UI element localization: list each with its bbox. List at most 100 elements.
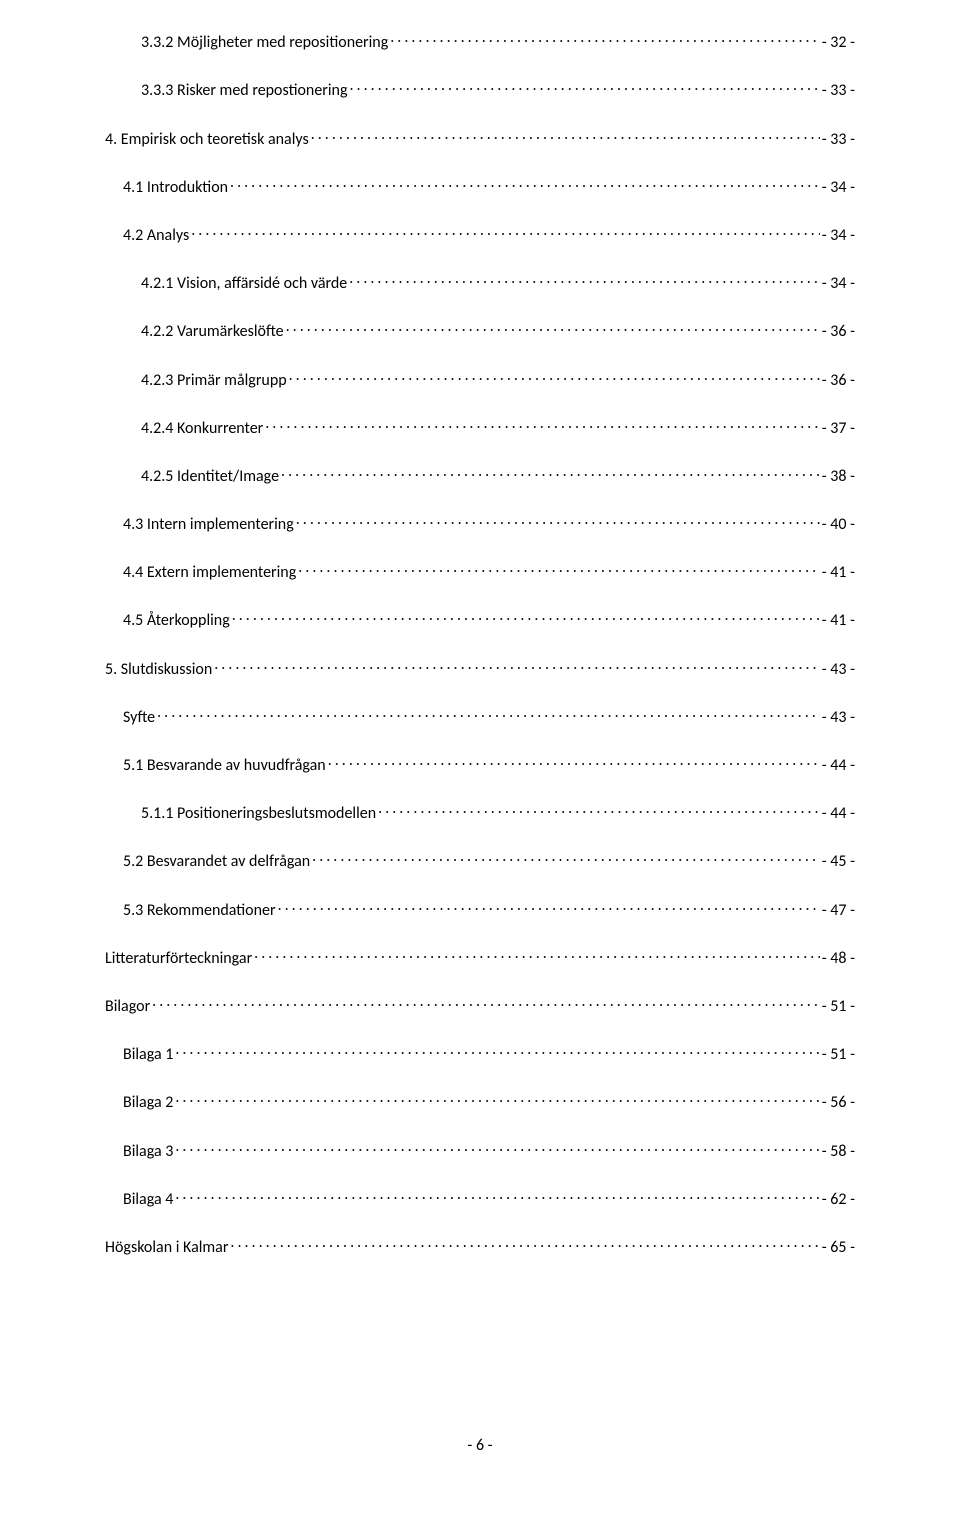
toc-dot-leader [298,558,820,577]
toc-entry-page: - 58 - [822,1142,855,1161]
toc-entry-label: Bilaga 2 [123,1093,173,1112]
toc-entry-page: - 44 - [822,804,855,823]
toc-entry: 5. Slutdiskussion - 43 - [105,654,855,678]
toc-entry: 4. Empirisk och teoretisk analys - 33 - [105,124,855,148]
toc-dot-leader [214,654,820,673]
toc-entry-label: 4.2.1 Vision, affärsidé och värde [141,274,347,293]
toc-dot-leader [254,944,820,963]
toc-entry-label: 4.2.4 Konkurrenter [141,419,263,438]
toc-entry-page: - 41 - [822,611,855,630]
toc-entry-label: 3.3.2 Möjligheter med repositionering [141,33,388,52]
toc-entry: Bilaga 3 - 58 - [105,1136,855,1160]
toc-entry-label: 5.1.1 Positioneringsbeslutsmodellen [141,804,376,823]
toc-dot-leader [175,1040,819,1059]
toc-entry-label: Bilaga 4 [123,1190,173,1209]
toc-dot-leader [278,895,820,914]
toc-entry-label: Bilagor [105,997,150,1016]
toc-entry-page: - 34 - [822,178,855,197]
toc-entry: Syfte- 43 - [105,703,855,727]
toc-dot-leader [378,799,820,818]
toc-entry-page: - 36 - [822,322,855,341]
toc-entry: 3.3.2 Möjligheter med repositionering - 3… [105,28,855,52]
toc-entry-page: - 65 - [822,1238,855,1257]
toc-dot-leader [175,1088,819,1107]
toc-dot-leader [175,1136,819,1155]
toc-entry-page: - 37 - [822,419,855,438]
toc-entry-label: 4.3 Intern implementering [123,515,294,534]
toc-entry-page: - 34 - [822,274,855,293]
toc-entry: 5.1.1 Positioneringsbeslutsmodellen - 44 … [105,799,855,823]
toc-entry-page: - 51 - [822,1045,855,1064]
toc-entry-label: Bilaga 1 [123,1045,173,1064]
toc-entry-label: 4. Empirisk och teoretisk analys [105,130,309,149]
table-of-contents: 3.3.2 Möjligheter med repositionering - 3… [105,28,855,1257]
toc-dot-leader [152,992,820,1011]
page-number-footer: - 6 - [0,1436,960,1455]
toc-entry-page: - 33 - [822,81,855,100]
toc-entry: Bilaga 4 - 62 - [105,1185,855,1209]
toc-entry-page: - 43 - [822,660,855,679]
toc-dot-leader [281,462,820,481]
toc-entry-page: - 51 - [822,997,855,1016]
toc-entry: 4.2.2 Varumärkeslöfte- 36 - [105,317,855,341]
toc-entry: 4.2.4 Konkurrenter - 37 - [105,414,855,438]
toc-entry: 5.1 Besvarande av huvudfrågan - 44 - [105,751,855,775]
toc-dot-leader [230,173,820,192]
toc-entry: Bilaga 1 - 51 - [105,1040,855,1064]
toc-dot-leader [286,317,820,336]
toc-entry-label: Högskolan i Kalmar [105,1238,228,1257]
toc-entry-page: - 44 - [822,756,855,775]
toc-dot-leader [265,414,819,433]
toc-entry: 4.4 Extern implementering - 41 - [105,558,855,582]
toc-entry-page: - 48 - [822,949,855,968]
toc-entry-page: - 38 - [822,467,855,486]
toc-entry: 4.3 Intern implementering - 40 - [105,510,855,534]
toc-entry-page: - 43 - [822,708,855,727]
toc-entry-label: 5. Slutdiskussion [105,660,212,679]
toc-dot-leader [390,28,820,47]
toc-dot-leader [157,703,820,722]
toc-dot-leader [175,1185,819,1204]
toc-entry: 4.1 Introduktion - 34 - [105,173,855,197]
toc-entry-label: 3.3.3 Risker med repostionering [141,81,347,100]
toc-entry: Högskolan i Kalmar - 65 - [105,1233,855,1257]
toc-entry-label: 5.1 Besvarande av huvudfrågan [123,756,326,775]
toc-entry: 4.5 Återkoppling - 41 - [105,606,855,630]
toc-entry-page: - 56 - [822,1093,855,1112]
toc-dot-leader [311,124,820,143]
toc-entry: 4.2.1 Vision, affärsidé och värde - 34 - [105,269,855,293]
toc-entry-label: 4.2 Analys [123,226,189,245]
toc-entry-page: - 34 - [822,226,855,245]
toc-entry-label: 4.1 Introduktion [123,178,228,197]
toc-entry: 5.2 Besvarandet av delfrågan - 45 - [105,847,855,871]
toc-entry-page: - 62 - [822,1190,855,1209]
toc-entry-page: - 47 - [822,901,855,920]
toc-dot-leader [349,76,819,95]
toc-entry-page: - 33 - [822,130,855,149]
toc-entry-page: - 41 - [822,563,855,582]
toc-entry-label: 5.2 Besvarandet av delfrågan [123,852,310,871]
toc-entry-label: 4.4 Extern implementering [123,563,296,582]
toc-entry-page: - 45 - [822,852,855,871]
toc-entry: Litteraturförteckningar- 48 - [105,944,855,968]
toc-entry: 4.2.3 Primär målgrupp- 36 - [105,365,855,389]
toc-entry-label: 4.2.3 Primär målgrupp [141,371,287,390]
toc-entry-page: - 32 - [822,33,855,52]
toc-entry-label: Bilaga 3 [123,1142,173,1161]
toc-dot-leader [328,751,820,770]
toc-dot-leader [312,847,820,866]
toc-dot-leader [232,606,820,625]
toc-entry-label: 4.5 Återkoppling [123,611,230,630]
toc-entry: 5.3 Rekommendationer - 47 - [105,895,855,919]
toc-dot-leader [296,510,820,529]
toc-entry-page: - 40 - [822,515,855,534]
toc-entry-label: 5.3 Rekommendationer [123,901,276,920]
toc-entry: Bilaga 2 - 56 - [105,1088,855,1112]
toc-entry: 4.2.5 Identitet/Image - 38 - [105,462,855,486]
toc-dot-leader [230,1233,819,1252]
toc-dot-leader [289,365,820,384]
toc-dot-leader [349,269,820,288]
toc-entry: 3.3.3 Risker med repostionering - 33 - [105,76,855,100]
toc-dot-leader [191,221,820,240]
toc-entry-label: 4.2.5 Identitet/Image [141,467,279,486]
